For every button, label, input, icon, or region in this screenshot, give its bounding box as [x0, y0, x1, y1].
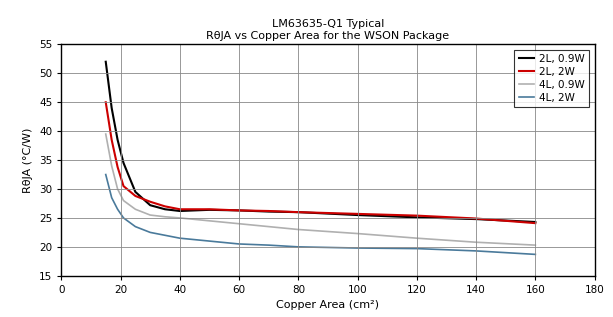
- 4L, 2W: [206, 239, 213, 243]
- 2L, 2W: [265, 209, 272, 213]
- 2L, 2W: [161, 204, 169, 208]
- 4L, 2W: [265, 243, 272, 247]
- 4L, 0.9W: [295, 228, 302, 231]
- 2L, 0.9W: [147, 203, 154, 207]
- 4L, 0.9W: [114, 187, 121, 191]
- 2L, 2W: [531, 221, 539, 225]
- 4L, 2W: [531, 252, 539, 256]
- 4L, 0.9W: [132, 207, 139, 211]
- Line: 2L, 0.9W: 2L, 0.9W: [106, 62, 535, 222]
- 4L, 2W: [114, 207, 121, 211]
- 4L, 2W: [176, 236, 183, 240]
- 4L, 0.9W: [176, 216, 183, 220]
- Title: LM63635-Q1 Typical
RθJA vs Copper Area for the WSON Package: LM63635-Q1 Typical RθJA vs Copper Area f…: [207, 19, 449, 41]
- 2L, 0.9W: [265, 210, 272, 213]
- 4L, 0.9W: [413, 236, 421, 240]
- 2L, 0.9W: [295, 210, 302, 214]
- 2L, 2W: [473, 217, 480, 220]
- 2L, 2W: [108, 138, 115, 142]
- 2L, 0.9W: [161, 207, 169, 211]
- 2L, 2W: [413, 214, 421, 217]
- 2L, 2W: [132, 194, 139, 198]
- 2L, 2W: [102, 100, 110, 104]
- 4L, 2W: [413, 247, 421, 250]
- 4L, 2W: [120, 216, 128, 220]
- 2L, 2W: [147, 200, 154, 204]
- Line: 4L, 0.9W: 4L, 0.9W: [106, 134, 535, 245]
- 4L, 0.9W: [531, 243, 539, 247]
- 4L, 2W: [354, 246, 361, 250]
- 4L, 2W: [473, 249, 480, 253]
- 2L, 0.9W: [132, 190, 139, 194]
- 2L, 2W: [354, 212, 361, 216]
- 4L, 0.9W: [161, 215, 169, 219]
- 4L, 0.9W: [354, 232, 361, 236]
- Y-axis label: RθJA (°C/W): RθJA (°C/W): [23, 127, 34, 193]
- 2L, 0.9W: [102, 60, 110, 64]
- 4L, 0.9W: [265, 225, 272, 229]
- X-axis label: Copper Area (cm²): Copper Area (cm²): [276, 301, 379, 310]
- 2L, 0.9W: [413, 216, 421, 219]
- 2L, 0.9W: [235, 209, 243, 212]
- 2L, 2W: [114, 165, 121, 169]
- 2L, 0.9W: [206, 208, 213, 212]
- 4L, 2W: [102, 173, 110, 177]
- 4L, 0.9W: [147, 213, 154, 217]
- 2L, 2W: [235, 209, 243, 212]
- Line: 2L, 2W: 2L, 2W: [106, 102, 535, 223]
- 4L, 0.9W: [120, 199, 128, 203]
- 2L, 0.9W: [176, 209, 183, 213]
- 4L, 0.9W: [206, 219, 213, 223]
- Legend: 2L, 0.9W, 2L, 2W, 4L, 0.9W, 4L, 2W: 2L, 0.9W, 2L, 2W, 4L, 0.9W, 4L, 2W: [514, 49, 590, 107]
- 2L, 0.9W: [473, 217, 480, 221]
- 2L, 2W: [120, 184, 128, 188]
- 2L, 2W: [176, 207, 183, 211]
- 2L, 2W: [295, 210, 302, 214]
- 2L, 2W: [206, 207, 213, 211]
- 4L, 2W: [108, 196, 115, 200]
- 4L, 0.9W: [108, 164, 115, 168]
- 4L, 2W: [147, 230, 154, 234]
- 2L, 0.9W: [531, 220, 539, 224]
- 4L, 2W: [295, 245, 302, 249]
- 4L, 0.9W: [235, 222, 243, 226]
- 4L, 2W: [161, 233, 169, 237]
- 4L, 0.9W: [102, 132, 110, 136]
- 2L, 0.9W: [354, 213, 361, 217]
- Line: 4L, 2W: 4L, 2W: [106, 175, 535, 254]
- 2L, 0.9W: [114, 138, 121, 142]
- 4L, 0.9W: [473, 240, 480, 244]
- 4L, 2W: [132, 225, 139, 229]
- 4L, 2W: [235, 242, 243, 246]
- 2L, 0.9W: [120, 161, 128, 165]
- 2L, 0.9W: [108, 106, 115, 110]
